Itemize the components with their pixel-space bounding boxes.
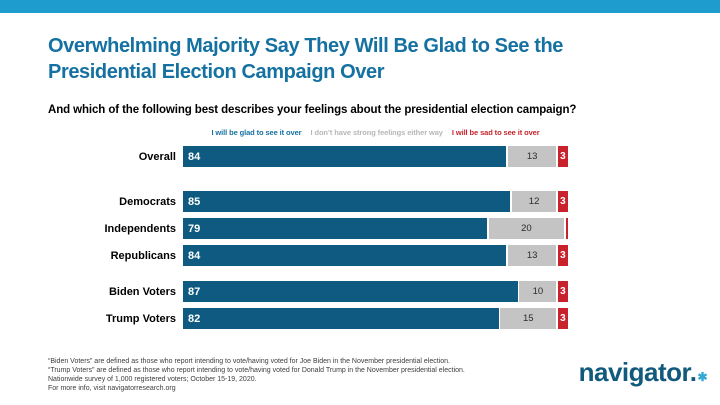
legend-item-neutral: I don’t have strong feelings either way (310, 128, 443, 137)
stacked-bar-chart: Overall 84 13 3 Democrats 85 12 3 Independents 79… (48, 146, 608, 335)
category-label: Democrats (119, 195, 176, 208)
chart-row: Democrats 85 12 3 (48, 191, 608, 212)
navigator-logo-text: navigator. (578, 357, 697, 387)
chart-row: Independents 79 20 (48, 218, 608, 239)
bar-segment-glad: 82 (183, 308, 499, 329)
value-label: 87 (188, 285, 201, 298)
bar-segment-sad (565, 218, 568, 239)
legend-item-glad: I will be glad to see it over (211, 128, 302, 137)
value-label: 3 (560, 250, 566, 261)
navigator-logo-star-icon: ✱ (697, 370, 707, 384)
footnote-line: “Biden Voters” are defined as those who … (48, 358, 450, 365)
chart-row: Biden Voters 87 10 3 (48, 281, 608, 302)
value-label: 84 (188, 150, 201, 163)
value-label: 3 (560, 313, 566, 324)
value-label: 79 (188, 222, 201, 235)
chart-row: Overall 84 13 3 (48, 146, 608, 167)
category-label: Overall (138, 150, 176, 163)
bar-segment-sad: 3 (557, 281, 568, 302)
category-label: Trump Voters (105, 312, 176, 325)
stacked-bar: 85 12 3 (183, 191, 568, 212)
value-label: 20 (521, 223, 532, 234)
category-label: Biden Voters (108, 285, 176, 298)
bar-segment-neutral: 10 (519, 281, 557, 302)
footnote-line: “Trump Voters” are defined as those who … (48, 367, 465, 374)
bar-group: Biden Voters 87 10 3 Trump Voters 82 15 3 (48, 281, 608, 329)
footnote-line: For more info, visit navigatorresearch.o… (48, 385, 176, 392)
survey-question: And which of the following best describe… (48, 104, 577, 116)
chart-legend: I will be glad to see it over I don’t ha… (183, 128, 568, 137)
value-label: 13 (526, 151, 538, 162)
bar-segment-sad: 3 (557, 245, 568, 266)
bar-group: Overall 84 13 3 (48, 146, 608, 167)
bar-segment-neutral: 15 (500, 308, 557, 329)
footnote-line: Nationwide survey of 1,000 registered vo… (48, 376, 257, 383)
top-accent-bar (0, 0, 720, 13)
category-label: Independents (104, 222, 176, 235)
chart-row: Republicans 84 13 3 (48, 245, 608, 266)
bar-segment-neutral: 13 (507, 146, 557, 167)
legend-item-sad: I will be sad to see it over (451, 128, 540, 137)
value-label: 15 (523, 313, 534, 324)
value-label: 10 (532, 286, 544, 297)
value-label: 3 (560, 286, 566, 297)
stacked-bar: 84 13 3 (183, 245, 568, 266)
bar-segment-glad: 87 (183, 281, 518, 302)
value-label: 3 (560, 196, 566, 207)
value-label: 85 (188, 195, 201, 208)
bar-segment-glad: 85 (183, 191, 511, 212)
stacked-bar: 87 10 3 (183, 281, 568, 302)
category-label: Republicans (110, 249, 176, 262)
stacked-bar: 84 13 3 (183, 146, 568, 167)
bar-segment-neutral: 12 (511, 191, 557, 212)
value-label: 12 (528, 196, 540, 207)
bar-segment-sad: 3 (557, 146, 568, 167)
bar-segment-glad: 84 (183, 146, 507, 167)
bar-group: Democrats 85 12 3 Independents 79 20 Republican… (48, 191, 608, 266)
stacked-bar: 79 20 (183, 218, 568, 239)
page-title-line1: Overwhelming Majority Say They Will Be G… (48, 35, 564, 57)
chart-row: Trump Voters 82 15 3 (48, 308, 608, 329)
value-label: 82 (188, 312, 201, 325)
bar-segment-glad: 79 (183, 218, 488, 239)
bar-segment-neutral: 20 (488, 218, 565, 239)
page-title-line2: Presidential Election Campaign Over (48, 61, 385, 83)
stacked-bar: 82 15 3 (183, 308, 568, 329)
value-label: 3 (560, 151, 566, 162)
bar-segment-sad: 3 (557, 191, 568, 212)
bar-segment-neutral: 13 (507, 245, 557, 266)
footnote: “Biden Voters” are defined as those who … (48, 357, 465, 393)
value-label: 13 (526, 250, 538, 261)
bar-segment-glad: 84 (183, 245, 507, 266)
page-title: Overwhelming Majority Say They Will Be G… (48, 33, 688, 85)
bar-segment-sad: 3 (557, 308, 568, 329)
value-label: 84 (188, 249, 201, 262)
navigator-logo: navigator.✱ (578, 356, 708, 393)
